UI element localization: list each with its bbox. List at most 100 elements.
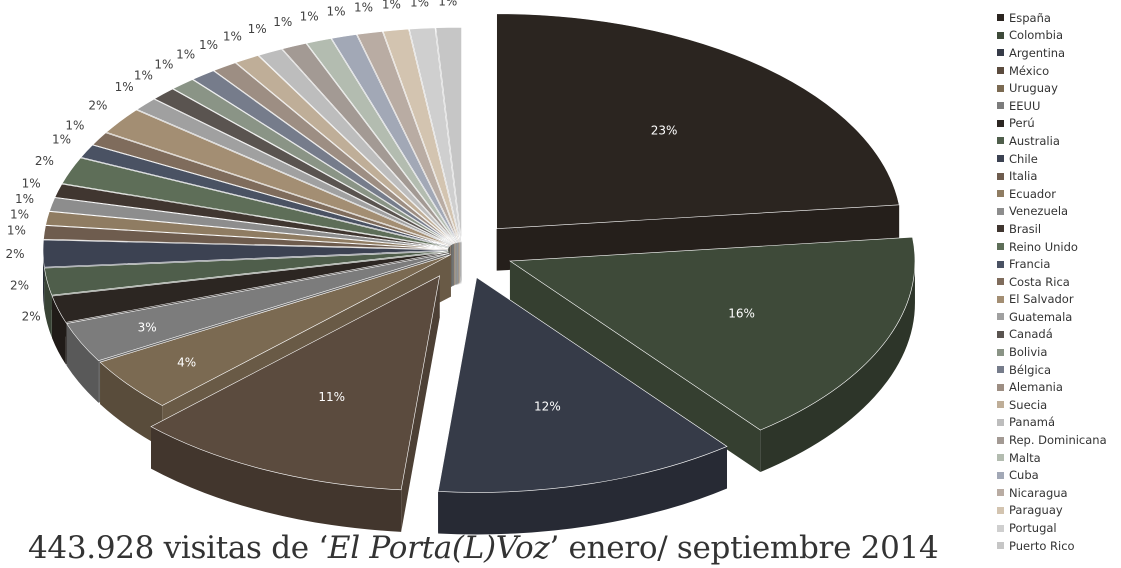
legend-item: Canadá (997, 326, 1121, 344)
slice-tops (42, 13, 916, 493)
legend-item: Costa Rica (997, 273, 1121, 291)
slice-chile (42, 239, 449, 268)
legend-label: Bolivia (1009, 345, 1048, 360)
slice-side-wall (151, 426, 402, 532)
legend-swatch (997, 383, 1004, 391)
slice-rep-dominicana (281, 43, 457, 244)
slice-costa-rica (92, 132, 450, 247)
legend-label: Chile (1009, 151, 1038, 166)
slice-label: 11% (318, 390, 345, 404)
legend-item: Puerto Rico (997, 537, 1121, 555)
caption-blog-name: El Porta(L)Voz (327, 530, 550, 566)
legend-item: Perú (997, 115, 1121, 133)
legend-swatch (997, 243, 1004, 251)
slice-label: 2% (22, 309, 41, 323)
slice-label: 1% (134, 69, 153, 83)
legend-label: Italia (1009, 169, 1038, 184)
slice-label: 1% (65, 119, 84, 133)
legend-swatch (997, 260, 1004, 268)
legend-label: Paraguay (1009, 503, 1063, 518)
legend-item: Bélgica (997, 361, 1121, 379)
legend-swatch (997, 366, 1004, 374)
slice-label: 2% (6, 247, 25, 261)
legend-label: Colombia (1009, 28, 1064, 43)
legend-item: Colombia (997, 27, 1121, 45)
legend-item: Venezuela (997, 203, 1121, 221)
legend-swatch (997, 49, 1004, 57)
slice-label: 1% (154, 58, 173, 72)
slice-alemania (213, 62, 455, 244)
slice-guatemala (136, 98, 452, 246)
slice-label: 1% (199, 38, 218, 52)
legend-swatch (997, 102, 1004, 110)
legend-item: Panamá (997, 414, 1121, 432)
legend-swatch (997, 295, 1004, 303)
legend-label: Portugal (1009, 521, 1057, 536)
legend-swatch (997, 330, 1004, 338)
slice-bolivia (172, 79, 453, 245)
slice-el-salvador (105, 109, 451, 246)
slice-malta (306, 38, 458, 243)
legend-swatch (997, 14, 1004, 22)
slice-label: 1% (410, 0, 429, 9)
legend-item: Rep. Dominicana (997, 431, 1121, 449)
slice-ecuador (45, 211, 449, 250)
legend-swatch (997, 506, 1004, 514)
legend-label: Australia (1009, 133, 1060, 148)
slice-b-lgica (192, 70, 454, 245)
slice-label: 1% (52, 133, 71, 147)
legend-swatch (997, 119, 1004, 127)
slice-puerto-rico (435, 27, 462, 243)
slice-espa-a (496, 13, 900, 230)
slice-label: 1% (273, 15, 292, 29)
slice-side-wall (52, 296, 66, 365)
legend-swatch (997, 348, 1004, 356)
legend-label: Argentina (1009, 45, 1066, 60)
legend-label: Canadá (1009, 327, 1053, 342)
slice-label: 4% (177, 355, 196, 369)
legend-item: Suecia (997, 396, 1121, 414)
slice-label: 1% (176, 48, 195, 62)
slice-portugal (409, 27, 461, 243)
slice-suecia (235, 55, 456, 244)
legend-item: Portugal (997, 519, 1121, 537)
slice-radial-face (401, 275, 440, 532)
slice-per- (51, 251, 449, 323)
legend-label: Suecia (1009, 397, 1048, 412)
slice-label: 1% (22, 177, 41, 191)
legend-swatch (997, 137, 1004, 145)
legend-label: Francia (1009, 257, 1051, 272)
legend-label: Malta (1009, 450, 1041, 465)
legend-swatch (997, 524, 1004, 532)
legend-item: Chile (997, 150, 1121, 168)
slice-side-wall (66, 323, 99, 403)
slice-paraguay (382, 28, 461, 243)
legend-swatch (997, 172, 1004, 180)
legend-item: El Salvador (997, 291, 1121, 309)
legend-item: Italia (997, 167, 1121, 185)
slice-label: 1% (15, 192, 34, 206)
slice-nicaragua (356, 31, 460, 243)
legend-swatch (997, 155, 1004, 163)
legend-item: Alemania (997, 378, 1121, 396)
legend-swatch (997, 418, 1004, 426)
slice-reino-unido (61, 157, 449, 248)
legend-item: Francia (997, 255, 1121, 273)
legend-item: Malta (997, 449, 1121, 467)
legend-label: Puerto Rico (1009, 538, 1075, 553)
slice-label: 2% (35, 154, 54, 168)
legend-item: España (997, 9, 1121, 27)
legend-label: Venezuela (1009, 204, 1069, 219)
legend-label: Costa Rica (1009, 274, 1070, 289)
slice-label: 1% (10, 208, 29, 222)
slice-label: 16% (728, 307, 755, 321)
legend-swatch (997, 471, 1004, 479)
legend-label: Ecuador (1009, 186, 1056, 201)
legend-label: Nicaragua (1009, 485, 1068, 500)
legend-item: México (997, 62, 1121, 80)
legend-item: Australia (997, 132, 1121, 150)
slice-label: 1% (327, 4, 346, 18)
legend-swatch (997, 401, 1004, 409)
legend-swatch (997, 454, 1004, 462)
legend-item: EEUU (997, 97, 1121, 115)
